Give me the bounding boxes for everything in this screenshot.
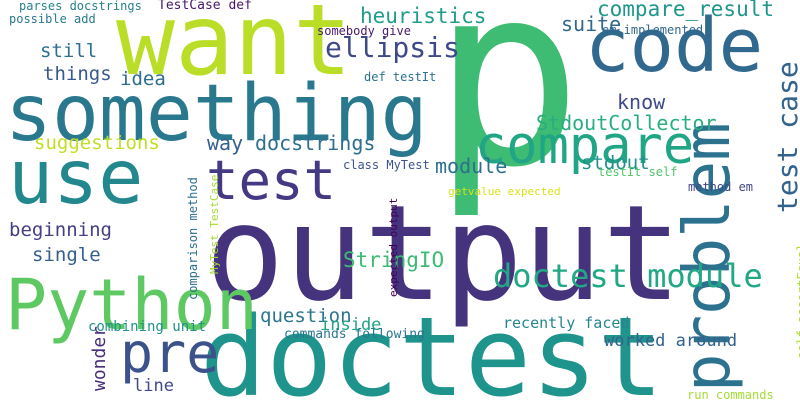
word-somebody-give: somebody give (317, 24, 411, 38)
word-expected-output: expected output (387, 197, 400, 297)
word-python: Python (5, 264, 258, 346)
word-line: line (133, 376, 174, 396)
word-getvalue-expected: getvalue expected (448, 185, 561, 198)
word-commands-following: commands following (284, 327, 425, 342)
word-possible-add: possible add (9, 12, 96, 26)
word-know: know (617, 90, 666, 114)
word-heuristics: heuristics (360, 4, 487, 28)
word-output: output (205, 177, 682, 331)
word-single: single (32, 244, 101, 266)
word-worked-around: worked around (604, 331, 738, 351)
word-stdout: stdout (581, 152, 650, 174)
word-code: code (585, 3, 764, 89)
word-beginning: beginning (9, 219, 112, 241)
word-method-em: method em (688, 180, 754, 194)
word-testcase-def: TestCase def (158, 0, 252, 13)
word-doctest: doctest (200, 293, 664, 400)
word-inside: inside (320, 315, 382, 335)
word-idea: idea (120, 68, 166, 90)
word-testit-self: testIt self (598, 165, 678, 179)
word-still: still (40, 40, 98, 62)
word-stdoutcollector: StdoutCollector (536, 111, 717, 135)
word-pre: pre (120, 321, 220, 385)
word-mytest-testcase: MyTest TestCase (208, 174, 221, 274)
word-suite: suite (561, 12, 622, 36)
word-self-assertequal: self assertEqual (795, 243, 800, 359)
word-compare-result: compare_result (597, 0, 775, 21)
word-test: test (206, 149, 337, 212)
word-ellipsis: ellipsis (325, 31, 460, 64)
word-def-testit: def testIt (364, 70, 437, 84)
word-comparison-method: comparison method (186, 177, 200, 300)
word-class-mytest: class MyTest (343, 158, 430, 172)
word-docstrings: docstrings (255, 131, 376, 155)
word-p: p (432, 0, 583, 222)
word-compare: compare (475, 116, 695, 176)
word-wonder: wonder (89, 325, 110, 391)
word-em-implemented: em implemented (602, 23, 704, 37)
word-parses-docstrings: parses docstrings (19, 0, 142, 13)
word-question: question (260, 305, 352, 327)
word-test-case: test case (771, 61, 800, 213)
word-recently-faced: recently faced (503, 314, 630, 332)
word-way: way (207, 131, 244, 155)
word-something: something (5, 69, 428, 159)
word-things: things (43, 63, 112, 85)
word-want: want (116, 0, 353, 98)
word-use: use (8, 133, 144, 221)
word-doctest-module: doctest module (493, 257, 763, 295)
word-module: module (435, 154, 508, 178)
word-stringio: StringIO (343, 248, 445, 272)
word-suggestions: suggestions (34, 132, 160, 154)
word-run-commands: run commands (687, 388, 774, 400)
word-combining-unit: combining unit (88, 319, 207, 335)
